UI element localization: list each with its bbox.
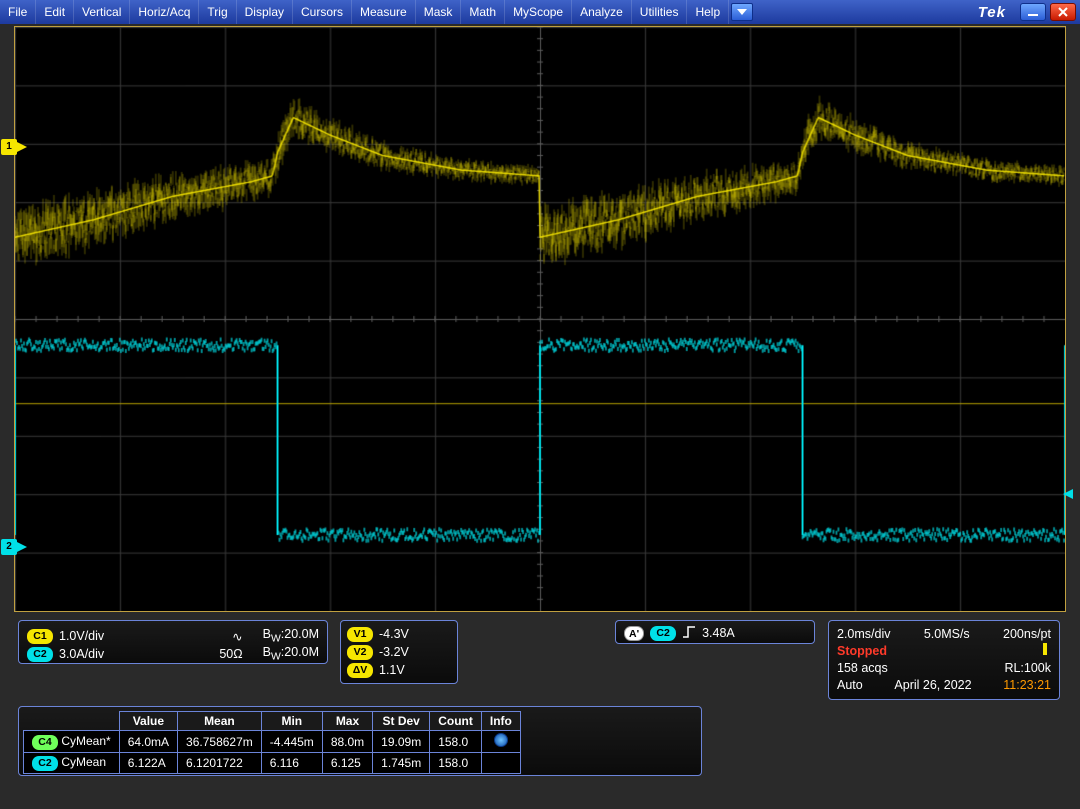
table-row: C2 CyMean 6.122A6.12017226.1166.1251.745m… <box>24 753 521 774</box>
cursor-value-δv: 1.1V <box>379 663 405 677</box>
meas-stdev: 19.09m <box>373 731 430 753</box>
acquisition-count: 158 acqs <box>837 661 888 675</box>
sample-rate: 5.0MS/s <box>924 627 970 641</box>
channel-2-ref-marker[interactable]: 2 <box>1 539 17 555</box>
menu-horizacq[interactable]: Horiz/Acq <box>130 0 199 24</box>
window-minimize-button[interactable] <box>1020 3 1046 21</box>
meas-count: 158.0 <box>430 753 482 774</box>
meas-header: Count <box>430 712 482 731</box>
meas-info <box>481 753 520 774</box>
acquisition-time: 11:23:21 <box>1003 678 1051 692</box>
meas-count: 158.0 <box>430 731 482 753</box>
menu-measure[interactable]: Measure <box>352 0 416 24</box>
ch2-badge: C2 <box>27 647 53 662</box>
menu-utilities[interactable]: Utilities <box>632 0 688 24</box>
timebase-status-panel[interactable]: 2.0ms/div 5.0MS/s 200ns/pt Stopped 158 a… <box>828 620 1060 700</box>
menu-display[interactable]: Display <box>237 0 293 24</box>
meas-header: Value <box>119 712 177 731</box>
cursor-badge-v1: V1 <box>347 627 373 642</box>
trigger-level-marker[interactable] <box>1063 489 1073 499</box>
cursor-value-v1: -4.3V <box>379 627 409 641</box>
menu-help[interactable]: Help <box>687 0 729 24</box>
menu-file[interactable]: File <box>0 0 36 24</box>
menu-vertical[interactable]: Vertical <box>74 0 130 24</box>
meas-header: Min <box>261 712 322 731</box>
meas-max: 6.125 <box>322 753 372 774</box>
meas-min: 6.116 <box>261 753 322 774</box>
meas-header: Max <box>322 712 372 731</box>
ac-coupling-icon: ∿ <box>232 629 242 644</box>
meas-src-badge: C2 <box>32 756 58 771</box>
window-close-button[interactable] <box>1050 3 1076 21</box>
ch2-bw: BW:20.0M <box>263 645 319 663</box>
record-length: RL:100k <box>1004 661 1051 675</box>
meas-name: CyMean <box>58 755 106 769</box>
meas-mean: 6.1201722 <box>178 753 262 774</box>
trigger-source-badge: C2 <box>650 626 676 641</box>
trigger-panel[interactable]: A' C2 3.48A <box>615 620 815 644</box>
meas-header: Mean <box>178 712 262 731</box>
vertical-settings-panel[interactable]: C1 1.0V/div ∿ BW:20.0M C2 3.0A/div 50Ω B… <box>18 620 328 664</box>
menu-cursors[interactable]: Cursors <box>293 0 352 24</box>
menu-myscope[interactable]: MyScope <box>505 0 572 24</box>
meas-mean: 36.758627m <box>178 731 262 753</box>
menu-overflow-dropdown[interactable] <box>731 3 753 21</box>
meas-src-badge: C4 <box>32 735 58 750</box>
measurement-table: ValueMeanMinMaxSt DevCountInfoC4 CyMean*… <box>23 711 521 774</box>
single-seq-icon <box>1039 642 1051 659</box>
meas-stdev: 1.745m <box>373 753 430 774</box>
cursor-badge-δv: ΔV <box>347 663 373 678</box>
meas-value: 6.122A <box>119 753 177 774</box>
menubar: FileEditVerticalHoriz/AcqTrigDisplayCurs… <box>0 0 1080 24</box>
menu-trig[interactable]: Trig <box>199 0 236 24</box>
cursor-badge-v2: V2 <box>347 645 373 660</box>
meas-min: -4.445m <box>261 731 322 753</box>
cursor-readout-panel[interactable]: V1 -4.3V V2 -3.2V ΔV 1.1V <box>340 620 458 684</box>
waveform-display[interactable]: 1 2 <box>14 26 1066 612</box>
menu-math[interactable]: Math <box>461 0 505 24</box>
cursor-value-v2: -3.2V <box>379 645 409 659</box>
ch1-badge: C1 <box>27 629 53 644</box>
acquisition-date: April 26, 2022 <box>894 678 971 692</box>
trigger-level: 3.48A <box>702 626 735 640</box>
table-row: C4 CyMean* 64.0mA36.758627m-4.445m88.0m19… <box>24 731 521 753</box>
meas-header: Info <box>481 712 520 731</box>
rising-edge-icon <box>682 625 696 642</box>
meas-header <box>24 712 120 731</box>
meas-value: 64.0mA <box>119 731 177 753</box>
ch1-scale: 1.0V/div <box>59 629 104 643</box>
brand-logo: Tek <box>964 4 1020 21</box>
meas-header: St Dev <box>373 712 430 731</box>
acquisition-status: Stopped <box>837 644 887 658</box>
ch1-bw: BW:20.0M <box>263 627 319 645</box>
channel-1-ref-marker[interactable]: 1 <box>1 139 17 155</box>
meas-name: CyMean* <box>58 734 111 748</box>
menu-edit[interactable]: Edit <box>36 0 74 24</box>
trigger-mode: Auto <box>837 678 863 692</box>
info-icon[interactable] <box>494 733 508 747</box>
meas-max: 88.0m <box>322 731 372 753</box>
measurement-table-panel[interactable]: ValueMeanMinMaxSt DevCountInfoC4 CyMean*… <box>18 706 702 776</box>
menu-mask[interactable]: Mask <box>416 0 462 24</box>
ch2-scale: 3.0A/div <box>59 647 104 661</box>
sample-interval: 200ns/pt <box>1003 627 1051 641</box>
timebase-scale: 2.0ms/div <box>837 627 891 641</box>
meas-info <box>481 731 520 753</box>
trigger-a-badge: A' <box>624 626 644 641</box>
menu-analyze[interactable]: Analyze <box>572 0 632 24</box>
ch2-termination: 50Ω <box>219 647 242 661</box>
